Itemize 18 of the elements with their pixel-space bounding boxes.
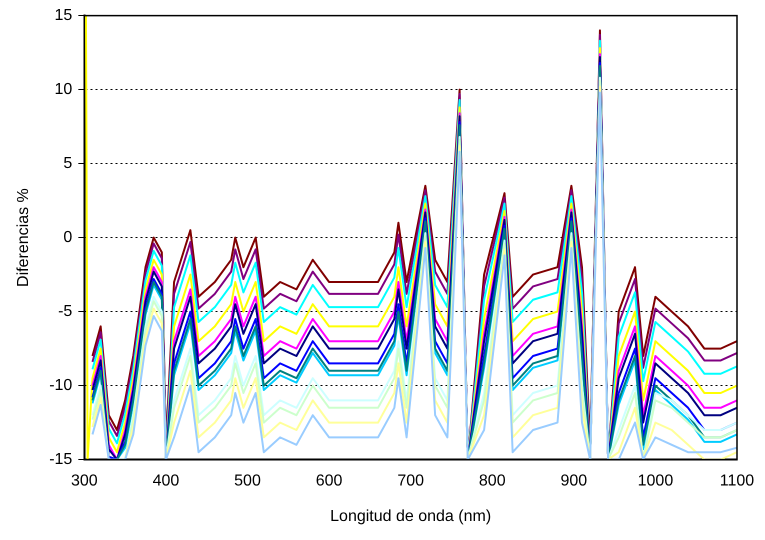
y-tick-label: -5 — [58, 303, 72, 320]
y-tick-label: 15 — [54, 7, 72, 24]
y-tick-label: 0 — [63, 229, 72, 246]
y-tick-label: 5 — [63, 155, 72, 172]
x-tick-label: 1100 — [720, 472, 754, 490]
y-tick-label: -10 — [49, 377, 72, 394]
x-axis-title: Longitud de onda (nm) — [330, 508, 492, 525]
x-tick-label: 500 — [234, 472, 261, 490]
y-axis-title: Diferencias % — [15, 188, 32, 287]
y-tick-label: 10 — [54, 81, 72, 98]
x-tick-label: 600 — [316, 472, 343, 490]
y-tick-label: -15 — [49, 451, 72, 468]
x-tick-label: 400 — [152, 472, 180, 490]
x-tick-label: 700 — [397, 472, 424, 490]
x-tick-label: 1000 — [638, 472, 674, 490]
x-tick-label: 300 — [70, 472, 98, 490]
x-tick-label: 800 — [478, 472, 506, 490]
x-tick-label: 900 — [560, 472, 588, 490]
